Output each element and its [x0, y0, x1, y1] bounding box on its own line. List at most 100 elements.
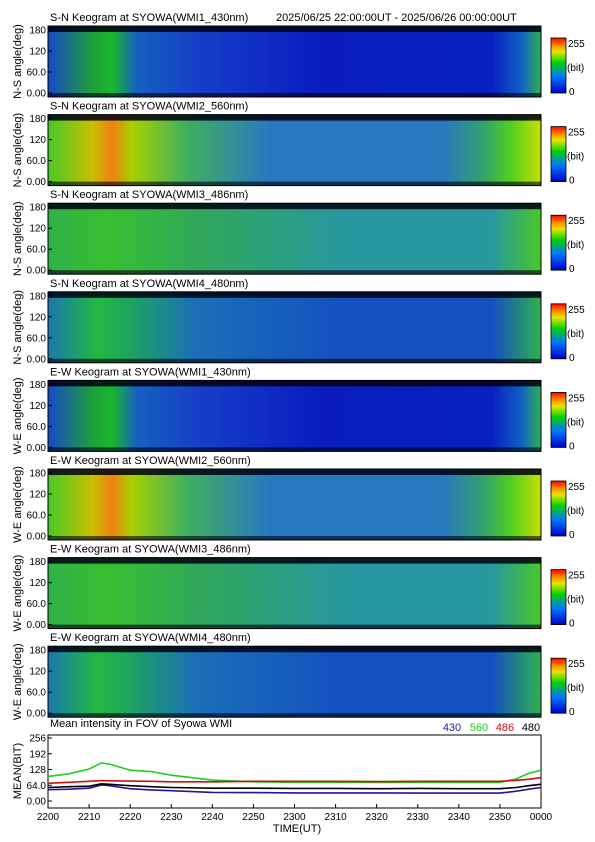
keogram-top-band [48, 469, 541, 475]
series-line-430 [47, 784, 542, 794]
colorbar [550, 303, 567, 360]
keogram-panel: S-N Keogram at SYOWA(WMI2_560nm) 180 120 60… [12, 101, 585, 189]
y-tick-label: 60.0 [27, 333, 47, 344]
colorbar-min: 0 [569, 264, 575, 275]
panel-title: E-W Keogram at SYOWA(WMI1_430nm) [50, 366, 251, 378]
colorbar-min: 0 [569, 707, 575, 718]
chart-y-tick-label: 192 [29, 749, 46, 760]
colorbar-min: 0 [569, 619, 575, 630]
y-tick-label: 120 [29, 312, 46, 323]
colorbar [550, 480, 567, 537]
chart-x-tick-label: 2220 [119, 812, 142, 823]
colorbar-unit: (bit) [567, 329, 584, 340]
chart-x-tick-label: 2320 [366, 812, 389, 823]
keogram-bottom-band [48, 93, 541, 97]
keogram-panel: E-W Keogram at SYOWA(WMI4_480nm) 180 120 60… [12, 632, 585, 720]
keogram-top-band [48, 203, 541, 210]
y-tick-label: 180 [29, 380, 46, 391]
colorbar [550, 214, 567, 271]
keogram-image [48, 26, 541, 97]
chart-x-tick-label: 2340 [448, 812, 471, 823]
keogram-frame [47, 25, 542, 98]
y-tick-label: 0.00 [27, 266, 47, 277]
colorbar-unit: (bit) [567, 63, 584, 74]
y-tick-label: 120 [29, 578, 46, 589]
y-tick-label: 60.0 [27, 688, 47, 699]
y-tick-label: 120 [29, 47, 46, 58]
keogram-panel: S-N Keogram at SYOWA(WMI4_480nm) 180 120 60… [12, 278, 585, 366]
keogram-bottom-band [48, 536, 541, 540]
keogram-frame [47, 291, 542, 364]
series-line-480 [47, 782, 542, 790]
chart-y-tick-label: 256 [29, 734, 46, 745]
keogram-image [48, 469, 541, 540]
colorbar-max: 255 [568, 128, 585, 139]
chart-x-tick-label: 0000 [530, 812, 553, 823]
chart-x-tick-label: 2240 [201, 812, 224, 823]
y-tick-label: 0.00 [27, 620, 47, 631]
keogram-frame [47, 202, 542, 275]
panel-title: E-W Keogram at SYOWA(WMI3_486nm) [50, 544, 251, 556]
colorbar-max: 255 [568, 571, 585, 582]
panel-title: S-N Keogram at SYOWA(WMI1_430nm) [50, 12, 248, 24]
colorbar-max: 255 [568, 659, 585, 670]
chart-x-tick-label: 2210 [78, 812, 101, 823]
y-tick-label: 60.0 [27, 422, 47, 433]
y-tick-label: 180 [29, 114, 46, 125]
keogram-panel: E-W Keogram at SYOWA(WMI1_430nm) 180 120 60… [12, 366, 585, 454]
keogram-frame [47, 645, 542, 718]
keogram-panel: E-W Keogram at SYOWA(WMI2_560nm) 180 120 60… [12, 455, 585, 543]
keogram-panel: E-W Keogram at SYOWA(WMI3_486nm) 180 120 60… [12, 544, 585, 632]
chart-x-tick-label: 2330 [407, 812, 430, 823]
y-axis-label: N-S angle(deg) [12, 201, 24, 276]
keogram-frame [47, 468, 542, 541]
keogram-top-band [48, 380, 541, 387]
keogram-image [48, 114, 541, 186]
keogram-top-band [48, 114, 541, 121]
keogram-bottom-band [48, 181, 541, 186]
chart-y-tick-label: 64.0 [27, 781, 47, 792]
legend-entry: 480 [522, 722, 540, 734]
keogram-bottom-band [48, 713, 541, 718]
chart-x-tick-label: 2310 [324, 812, 347, 823]
panel-title: S-N Keogram at SYOWA(WMI4_480nm) [50, 278, 248, 290]
y-tick-label: 180 [29, 557, 46, 568]
mean-intensity-chart: Mean intensity in FOV of Syowa WMI 430 560… [12, 718, 553, 835]
date-range-header: 2025/06/25 22:00:00UT - 2025/06/26 00:00… [276, 12, 517, 24]
y-axis-label: N-S angle(deg) [12, 24, 24, 99]
panel-title: S-N Keogram at SYOWA(WMI3_486nm) [50, 189, 248, 201]
chart-x-tick-label: 2250 [242, 812, 265, 823]
y-axis-label: W-E angle(deg) [12, 377, 24, 454]
colorbar [550, 391, 567, 448]
keogram-top-band [48, 557, 541, 564]
panel-title: E-W Keogram at SYOWA(WMI2_560nm) [50, 455, 251, 467]
keogram-image [48, 380, 541, 452]
colorbar-max: 255 [568, 393, 585, 404]
y-tick-label: 180 [29, 203, 46, 214]
colorbar-unit: (bit) [567, 506, 584, 517]
chart-frame [47, 734, 542, 809]
y-tick-label: 180 [29, 646, 46, 657]
colorbar-max: 255 [568, 39, 585, 50]
y-tick-label: 60.0 [27, 156, 47, 167]
y-tick-label: 60.0 [27, 599, 47, 610]
y-tick-label: 180 [29, 26, 46, 37]
colorbar-unit: (bit) [567, 595, 584, 606]
y-tick-label: 120 [29, 667, 46, 678]
colorbar-min: 0 [569, 353, 575, 364]
chart-y-tick-label: 0.00 [27, 797, 47, 808]
y-tick-label: 180 [29, 469, 46, 480]
keogram-top-band [48, 26, 541, 32]
y-tick-label: 60.0 [27, 511, 47, 522]
colorbar-min: 0 [569, 176, 575, 187]
y-tick-label: 0.00 [27, 89, 47, 100]
legend-entry: 486 [496, 722, 514, 734]
colorbar [550, 657, 567, 714]
chart-x-tick-label: 2300 [283, 812, 306, 823]
y-axis-label: W-E angle(deg) [12, 643, 24, 720]
y-tick-label: 180 [29, 291, 46, 302]
keogram-bottom-band [48, 358, 541, 363]
chart-title: Mean intensity in FOV of Syowa WMI [50, 718, 232, 730]
y-tick-label: 60.0 [27, 68, 47, 79]
y-axis-label: W-E angle(deg) [12, 466, 24, 543]
